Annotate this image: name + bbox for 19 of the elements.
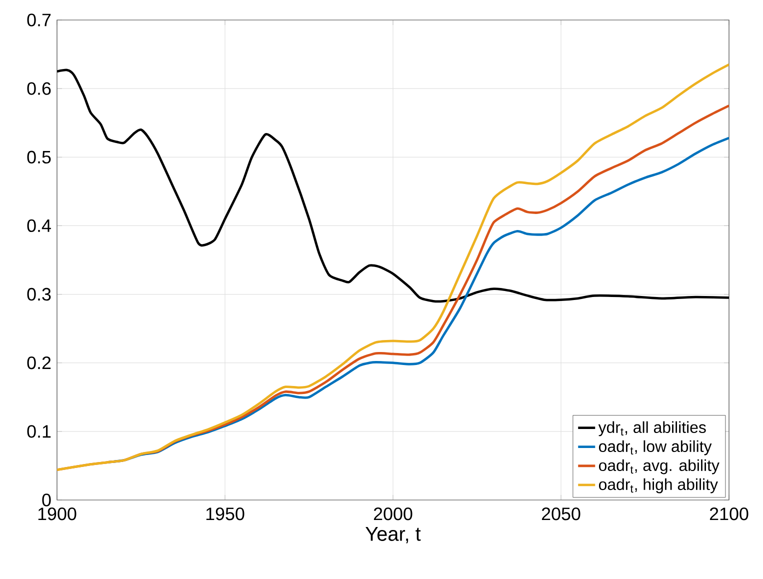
legend-label: oadr$_{t}$, low ability <box>598 440 712 456</box>
legend-label: ydr$_{t}$, all abilities <box>598 421 706 436</box>
y-tick-label: 0.6 <box>27 82 51 95</box>
x-tick-label: 2100 <box>710 508 748 520</box>
y-tick-label: 0 <box>42 494 51 506</box>
y-tick-label: 0.2 <box>27 356 51 370</box>
y-tick-label: 0.4 <box>27 219 51 232</box>
x-axis-title: Year, t <box>366 527 421 544</box>
y-tick-label: 0.1 <box>27 425 51 438</box>
x-tick-label: 1950 <box>206 508 244 520</box>
y-tick-label: 0.7 <box>27 14 51 26</box>
x-tick-label: 1900 <box>38 508 76 520</box>
legend-label: oadr$_{t}$, high ability <box>598 478 718 494</box>
legend-label: oadr$_{t}$, avg. ability <box>598 459 720 474</box>
y-tick-label: 0.5 <box>27 150 51 164</box>
x-tick-label: 2050 <box>542 508 580 520</box>
y-tick-label: 0.3 <box>27 288 51 301</box>
x-tick-label: 2000 <box>374 508 412 520</box>
line-series <box>57 68 730 302</box>
